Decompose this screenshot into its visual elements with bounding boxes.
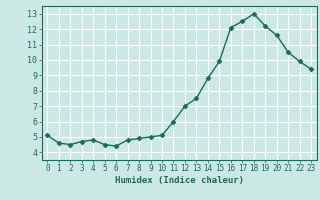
X-axis label: Humidex (Indice chaleur): Humidex (Indice chaleur) xyxy=(115,176,244,185)
